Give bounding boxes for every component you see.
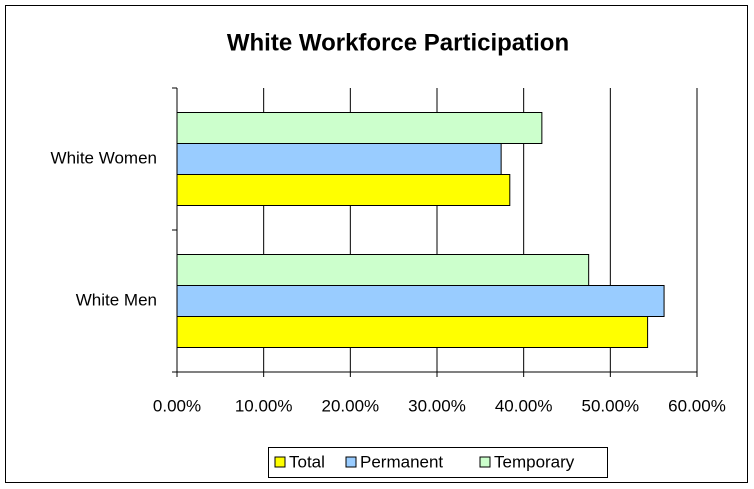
x-tick-label: 0.00% <box>153 396 201 415</box>
chart-border <box>5 5 748 483</box>
bar <box>176 143 502 175</box>
x-tick-label: 50.00% <box>581 396 639 415</box>
chart-title: White Workforce Participation <box>227 29 569 56</box>
bar <box>176 254 590 286</box>
bar <box>176 316 649 348</box>
x-tick-label: 60.00% <box>668 396 726 415</box>
x-tick-label: 10.00% <box>235 396 293 415</box>
x-tick-label: 40.00% <box>495 396 553 415</box>
bar <box>176 174 511 206</box>
y-tick-label: White Men <box>76 290 157 309</box>
legend-label: Permanent <box>360 452 443 471</box>
x-tick-label: 20.00% <box>321 396 379 415</box>
x-tick-label: 30.00% <box>408 396 466 415</box>
legend-swatch <box>479 456 491 468</box>
legend-label: Temporary <box>494 452 575 471</box>
bar <box>176 285 665 317</box>
legend-swatch <box>345 456 357 468</box>
legend-label: Total <box>289 452 325 471</box>
y-tick-label: White Women <box>51 148 157 167</box>
bar <box>176 112 543 144</box>
legend-box <box>268 447 608 478</box>
legend-swatch <box>274 456 286 468</box>
